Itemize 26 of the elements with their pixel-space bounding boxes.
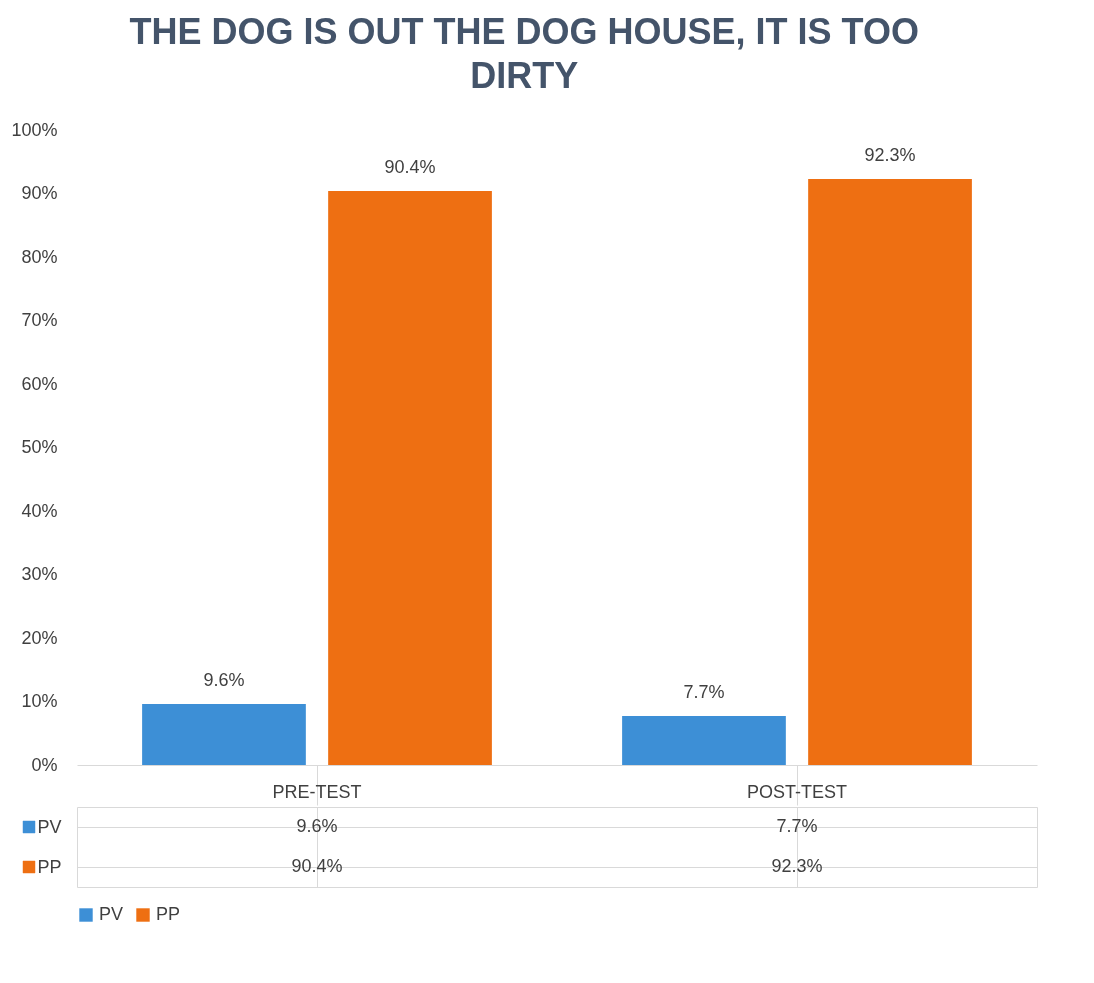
y-tick-label: 60% — [21, 373, 58, 394]
text: 90.4% — [384, 156, 436, 177]
text: 92.3% — [771, 856, 823, 876]
y-tick-label: 100% — [11, 119, 58, 140]
text: PV — [99, 904, 124, 924]
chart-title: THE DOG IS OUT THE DOG HOUSE, IT IS TOO DIRTY — [129, 11, 919, 96]
y-tick-label: 40% — [21, 500, 58, 521]
text: 92.3% — [864, 144, 916, 165]
y-tick-label: 10% — [21, 691, 58, 711]
y-tick-label: 0% — [31, 754, 58, 775]
y-tick-label: 50% — [21, 437, 58, 457]
legend-label: PV — [37, 816, 62, 837]
x-tick-label: POST-TEST — [746, 781, 848, 802]
text: PP — [37, 856, 62, 877]
text: 7.7% — [683, 682, 725, 703]
y-tick-label: 90% — [21, 183, 58, 203]
y-tick-label: 20% — [21, 627, 58, 648]
text: 90.4% — [291, 856, 343, 876]
legend-label: PP — [156, 904, 181, 924]
x-tick-label: PRE-TEST — [272, 781, 362, 802]
y-tick-label: 80% — [21, 246, 58, 267]
y-tick-label: 30% — [21, 564, 58, 584]
text: 7.7% — [776, 816, 818, 836]
text: 9.6% — [203, 670, 245, 691]
y-tick-label: 70% — [21, 310, 58, 330]
text: 9.6% — [296, 816, 338, 836]
